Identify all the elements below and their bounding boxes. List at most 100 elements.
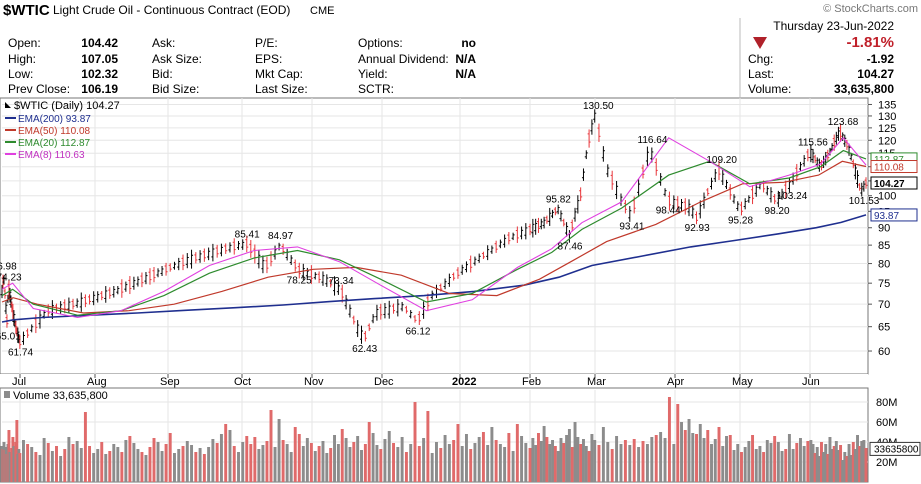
volume-bar	[645, 444, 649, 482]
volume-bar	[811, 444, 815, 482]
volume-bar	[747, 441, 751, 482]
volume-bar	[257, 449, 261, 482]
pe-label: P/E:	[255, 36, 278, 50]
exchange: CME	[310, 5, 334, 17]
volume-bar	[317, 446, 321, 482]
volume-bar	[379, 449, 383, 482]
volume-bar	[50, 451, 54, 482]
volume-bar	[590, 434, 594, 482]
prev-close-value: 106.19	[81, 82, 118, 96]
volume-bar	[695, 434, 698, 482]
low-value: 102.32	[81, 67, 118, 81]
price-annotations: 76.9874.23 65.01 61.74 85.41 84.97 78.25 73.34…	[0, 101, 880, 359]
volume-bar	[79, 448, 83, 482]
volume-bars	[0, 397, 868, 482]
volume-bar	[164, 444, 168, 482]
yield-value: N/A	[455, 67, 476, 81]
volume-bar	[128, 436, 132, 482]
high-label: High:	[8, 52, 36, 66]
last-value: 104.27	[857, 67, 894, 81]
volume-bar	[573, 422, 577, 482]
volume-bar	[511, 451, 515, 482]
price-y-tick-label: 130	[878, 111, 896, 123]
price-annotation: 103.24	[777, 191, 808, 202]
volume-bar	[198, 448, 202, 482]
volume-bar	[313, 451, 317, 482]
volume-bar	[309, 443, 313, 482]
volume-bar	[663, 438, 667, 482]
sctr-label: SCTR:	[358, 82, 394, 96]
volume-bar	[654, 435, 658, 482]
volume-bar	[202, 454, 206, 482]
volume-bar	[460, 446, 464, 482]
volume-bar	[565, 435, 569, 482]
volume-bar	[542, 426, 546, 482]
price-y-tick-label: 90	[878, 223, 890, 235]
bid-size-label: Bid Size:	[152, 82, 199, 96]
volume-bar	[261, 445, 265, 482]
price-annotation: 95.28	[728, 215, 753, 226]
last-value-tag-box	[870, 160, 918, 174]
volume-bar	[593, 440, 597, 482]
volume-bar	[736, 444, 740, 482]
volume-label: Volume:	[748, 82, 791, 96]
volume-bar	[610, 449, 614, 482]
volume-bar	[721, 446, 725, 482]
volume-bar	[329, 448, 333, 482]
open-value: 104.42	[81, 36, 118, 50]
volume-bar	[672, 444, 676, 482]
volume-bar	[751, 435, 755, 482]
price-annotation: 73.34	[329, 276, 354, 287]
volume-bar	[601, 427, 605, 482]
high-value: 107.05	[81, 52, 118, 66]
volume-bar	[439, 448, 443, 482]
volume-bar	[447, 444, 451, 482]
volume-bar	[383, 439, 387, 482]
chg-label: Chg:	[748, 52, 773, 66]
volume-bar	[55, 446, 58, 482]
volume-legend-title: Volume 33,635,800	[13, 390, 108, 402]
volume-bar	[473, 443, 477, 482]
x-tick-label: Oct	[234, 376, 251, 388]
volume-panel: 80M60M40M20M Volume 33,635,800 33635800	[0, 387, 921, 483]
volume-bar	[582, 439, 585, 482]
volume-bar	[371, 433, 375, 482]
volume-bar	[784, 449, 788, 482]
pct-change: -1.81%	[846, 34, 894, 51]
volume-bar	[780, 451, 784, 482]
volume-bar	[862, 440, 866, 482]
last-value-tag-box	[870, 208, 918, 222]
price-annotation: 74.23	[0, 272, 22, 283]
volume-bar	[830, 449, 834, 482]
volume-bar	[839, 445, 843, 482]
volume-bar	[725, 436, 728, 482]
low-label: Low:	[8, 67, 33, 81]
yield-label: Yield:	[358, 67, 388, 81]
volume-bar	[181, 446, 185, 482]
volume-bar	[88, 446, 92, 482]
price-bars	[0, 109, 868, 349]
volume-y-tick-label: 20M	[876, 457, 897, 469]
volume-bar	[728, 435, 732, 482]
volume-bar	[333, 435, 336, 482]
volume-bar	[507, 433, 511, 482]
volume-bar	[691, 433, 695, 482]
volume-bar	[83, 412, 87, 482]
last-size-label: Last Size:	[255, 82, 308, 96]
volume-bar	[59, 456, 63, 482]
price-annotation: 85.41	[235, 230, 260, 241]
volume-bar	[75, 441, 79, 482]
legend-ema8: EMA(8) 110.63	[18, 150, 85, 161]
volume-bar	[713, 439, 717, 482]
price-annotation: 78.25	[287, 275, 312, 286]
volume-bar	[336, 444, 340, 482]
volume-bar	[853, 449, 857, 482]
volume-bar	[363, 444, 367, 482]
price-y-tick-label: 120	[878, 135, 896, 147]
volume-bar	[787, 434, 791, 482]
legend-candle-icon	[5, 102, 11, 108]
volume-bar	[367, 422, 371, 482]
volume-bar	[576, 437, 580, 482]
ask-size-label: Ask Size:	[152, 52, 202, 66]
header: $WTIC Light Crude Oil - Continuous Contr…	[3, 2, 918, 97]
